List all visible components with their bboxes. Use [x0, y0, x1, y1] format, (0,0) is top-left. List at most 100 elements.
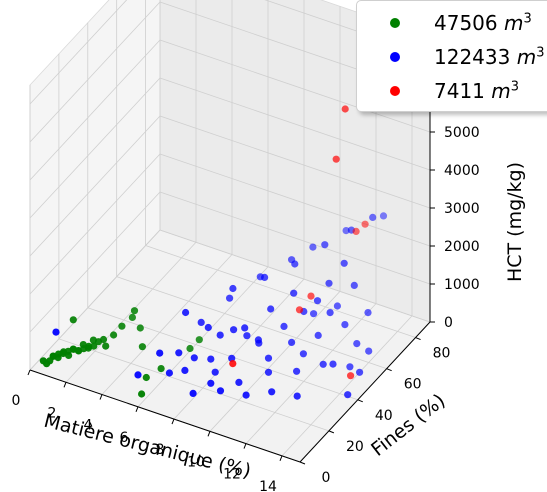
- point-s1-33: [207, 379, 215, 387]
- x-tick-label-6: 12: [223, 467, 241, 483]
- point-s1-22: [299, 350, 307, 358]
- point-s1-3: [175, 349, 183, 357]
- grid-z-side-0: [29, 229, 161, 371]
- point-s1-26: [326, 309, 334, 317]
- point-s2-4: [352, 227, 360, 235]
- point-s0-30: [157, 365, 165, 373]
- point-s1-30: [353, 340, 361, 348]
- y-tick-mark-3: [386, 368, 392, 372]
- grid-z-back-2: [159, 153, 431, 247]
- x-tick-label-0: 0: [12, 393, 21, 409]
- data-points: [39, 105, 388, 400]
- point-s1-45: [197, 318, 205, 326]
- grid-z-side-2: [29, 153, 161, 295]
- point-s0-22: [99, 335, 108, 344]
- point-s1-31: [364, 309, 372, 317]
- legend-marker-2: [390, 86, 400, 96]
- point-s1-53: [310, 310, 318, 318]
- grid-x-floor-2: [101, 254, 233, 395]
- grid-z-side-7: [29, 0, 128, 105]
- point-s0-23: [102, 342, 110, 350]
- point-s0-28: [136, 324, 144, 332]
- grid-z-back-3: [159, 115, 431, 209]
- point-s1-59: [216, 387, 225, 395]
- z-tick-label-3: 3000: [444, 201, 480, 217]
- point-s1-18: [280, 322, 288, 330]
- legend-item-2: 7411 m3: [357, 75, 519, 107]
- y-tick-mark-1: [328, 430, 335, 434]
- point-s1-38: [346, 363, 354, 371]
- point-s2-2: [229, 360, 237, 368]
- point-s1-44: [369, 213, 377, 221]
- point-s1-62: [293, 392, 301, 400]
- x-tick-mark-1: [63, 382, 67, 388]
- point-s1-35: [264, 368, 273, 376]
- y-tick-labels: 0 20 40 60 80: [322, 346, 451, 486]
- point-s1-36: [293, 367, 301, 375]
- legend-unit-exp-2: 3: [510, 79, 520, 95]
- x-tick-label-3: 6: [120, 430, 129, 446]
- point-s1-34: [235, 378, 243, 386]
- legend-marker-0: [390, 18, 400, 28]
- legend-value-1: 122433: [434, 45, 511, 69]
- point-s1-57: [134, 371, 142, 379]
- point-s1-50: [342, 227, 350, 235]
- point-s1-1: [156, 349, 164, 357]
- point-s1-39: [229, 284, 237, 293]
- legend-label-2: 7411 m3: [434, 79, 519, 103]
- point-s2-6: [307, 292, 315, 300]
- point-s1-6: [204, 323, 212, 332]
- point-s1-10: [230, 326, 238, 334]
- legend-unit-exp-0: 3: [523, 11, 532, 27]
- x-tick-label-1: 2: [48, 405, 57, 421]
- x-tick-mark-0: [27, 369, 31, 376]
- grid-y-floor-2: [87, 307, 358, 401]
- x-tick-mark-7: [279, 455, 283, 462]
- grid-y-floor-1: [58, 338, 330, 432]
- x-tick-mark-4: [171, 418, 175, 425]
- point-s0-26: [128, 313, 136, 321]
- grid-x-floor-3: [137, 266, 269, 408]
- grid-x-floor-5: [209, 291, 341, 432]
- point-s0-18: [85, 342, 93, 350]
- point-s2-1: [332, 155, 340, 163]
- grid-z-back-4: [159, 77, 431, 171]
- x-tick-label-2: 4: [84, 418, 93, 434]
- point-s1-20: [288, 338, 296, 346]
- point-s1-7: [207, 355, 215, 363]
- point-s1-54: [356, 368, 364, 376]
- grid-z-back-0: [159, 229, 431, 323]
- grid-y-floor-3: [116, 276, 387, 370]
- point-s1-0: [52, 328, 60, 336]
- x-tick-label-7: 14: [259, 479, 277, 492]
- legend-unit-0: m3: [504, 11, 532, 35]
- y-tick-label-1: 20: [346, 439, 364, 455]
- grid-x-floor-1: [65, 241, 197, 383]
- y-tick-label-4: 80: [433, 346, 451, 362]
- point-s1-25: [325, 279, 333, 287]
- point-s1-23: [313, 297, 322, 305]
- point-s1-37: [319, 360, 327, 368]
- y-axis-label: Fines (%): [367, 390, 449, 461]
- point-s1-32: [365, 347, 373, 355]
- point-s0-25: [118, 322, 126, 330]
- x-axis-line: [29, 369, 301, 463]
- y-axis-line: [299, 321, 431, 463]
- z-tick-label-0: 0: [444, 315, 453, 331]
- point-s1-47: [256, 273, 264, 281]
- grid-z-side-6: [29, 1, 161, 143]
- point-s1-58: [189, 389, 197, 397]
- legend-value-2: 7411: [434, 79, 485, 103]
- y-tick-mark-4: [415, 337, 421, 341]
- legend: 47506 m3 122433 m3 7411 m3: [356, 0, 547, 112]
- grid-z-back-5: [159, 39, 431, 133]
- legend-label-1: 122433 m3: [434, 45, 544, 69]
- legend-item-1: 122433 m3: [357, 41, 544, 73]
- point-s0-35: [69, 316, 77, 324]
- point-s0-24: [110, 331, 118, 339]
- x-tick-mark-2: [99, 394, 103, 400]
- x-tick-labels: 0 2 4 6 8 10 12 14: [12, 393, 277, 492]
- point-s1-42: [321, 241, 329, 249]
- point-s0-10: [65, 351, 73, 359]
- legend-marker-1: [390, 52, 400, 62]
